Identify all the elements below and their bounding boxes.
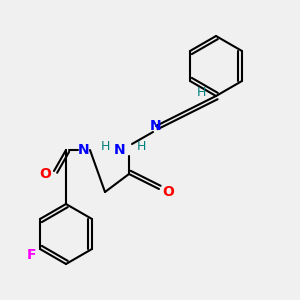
Text: O: O <box>39 167 51 181</box>
Text: N: N <box>78 143 90 157</box>
Text: H: H <box>136 140 146 154</box>
Text: N: N <box>150 119 162 133</box>
Text: H: H <box>196 86 206 100</box>
Text: F: F <box>26 248 36 262</box>
Text: H: H <box>100 140 110 154</box>
Text: N: N <box>114 143 126 157</box>
Text: O: O <box>162 185 174 199</box>
